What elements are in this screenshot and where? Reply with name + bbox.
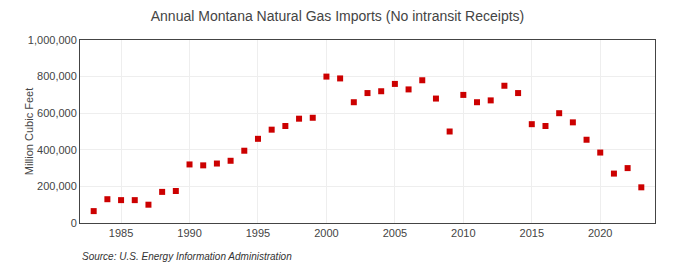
svg-text:Million Cubic Feet: Million Cubic Feet <box>23 88 35 175</box>
svg-text:2020: 2020 <box>588 227 612 239</box>
svg-text:1985: 1985 <box>109 227 133 239</box>
svg-text:0: 0 <box>71 217 77 229</box>
svg-text:2010: 2010 <box>451 227 475 239</box>
svg-text:2000: 2000 <box>314 227 338 239</box>
svg-text:800,000: 800,000 <box>37 70 77 82</box>
svg-text:2005: 2005 <box>383 227 407 239</box>
svg-text:400,000: 400,000 <box>37 144 77 156</box>
svg-text:200,000: 200,000 <box>37 180 77 192</box>
svg-text:Source: U.S. Energy Informatio: Source: U.S. Energy Information Administ… <box>82 251 292 262</box>
svg-text:1990: 1990 <box>177 227 201 239</box>
svg-text:2015: 2015 <box>520 227 544 239</box>
svg-text:1,000,000: 1,000,000 <box>28 34 77 46</box>
svg-text:1995: 1995 <box>246 227 270 239</box>
svg-text:Annual Montana Natural Gas Imp: Annual Montana Natural Gas Imports (No i… <box>151 8 525 24</box>
svg-text:600,000: 600,000 <box>37 107 77 119</box>
